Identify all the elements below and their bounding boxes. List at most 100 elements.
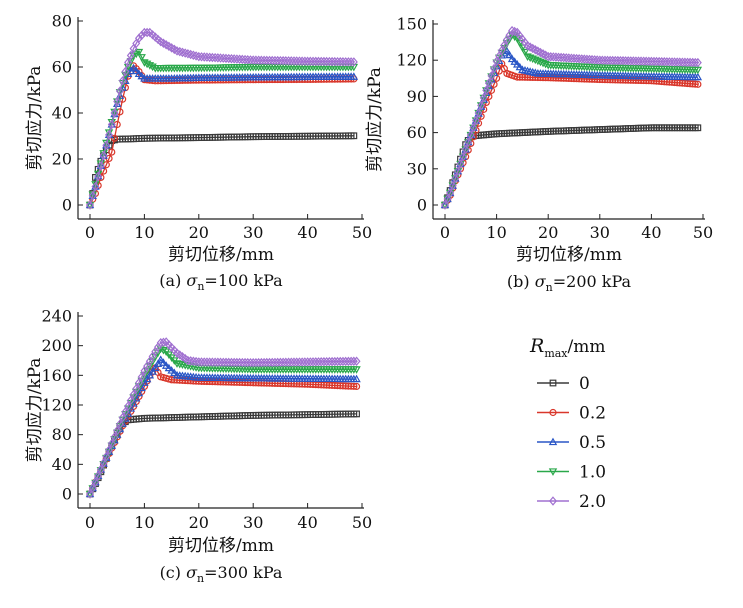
data-point	[680, 57, 689, 68]
data-point	[520, 48, 530, 57]
data-point	[352, 366, 361, 374]
data-point	[655, 56, 664, 67]
caption-prefix: (a)	[159, 271, 186, 290]
data-point	[443, 194, 452, 204]
data-point	[688, 57, 697, 68]
y-tick-label: 120	[396, 51, 427, 70]
data-point	[241, 357, 250, 368]
data-point	[311, 56, 320, 67]
data-point	[508, 25, 517, 36]
data-point	[110, 134, 119, 142]
chart-panel-1: 0 10 20 30 40 50 0 20 40 60 80 剪切位移/mm 剪切应力/kPa (a) σ…	[25, 12, 372, 294]
data-point	[192, 356, 201, 367]
data-point	[113, 425, 122, 436]
data-point	[585, 54, 594, 65]
data-point	[349, 356, 358, 367]
data-point	[675, 57, 684, 67]
data-point	[292, 357, 301, 367]
data-point	[541, 60, 550, 69]
data-point	[262, 357, 271, 368]
y-tick-label: 40	[52, 455, 72, 474]
data-point	[557, 52, 566, 63]
data-point	[317, 56, 326, 67]
data-point	[446, 188, 455, 198]
legend-label: 0.2	[579, 404, 606, 424]
x-axis-label: 剪切位移/mm	[168, 245, 274, 265]
data-point	[629, 56, 638, 66]
data-point	[238, 54, 247, 65]
data-point	[145, 362, 155, 371]
data-point	[525, 54, 535, 63]
data-point	[91, 182, 100, 190]
data-point	[333, 56, 342, 67]
data-point	[317, 357, 326, 367]
data-point	[151, 353, 160, 362]
y-tick-label: 0	[417, 196, 427, 215]
data-point	[338, 356, 347, 367]
data-point	[639, 56, 648, 66]
data-point	[505, 35, 514, 44]
data-point	[347, 356, 356, 367]
data-point	[254, 357, 263, 368]
data-point	[314, 357, 323, 367]
data-point	[479, 94, 488, 103]
legend-label: 0	[579, 374, 590, 394]
data-point	[227, 357, 236, 368]
data-point	[270, 357, 279, 368]
data-point	[178, 47, 187, 58]
series-0.2	[86, 364, 361, 498]
data-point	[96, 464, 105, 475]
series-2.0	[86, 337, 361, 499]
data-point	[232, 357, 241, 368]
y-tick-label: 60	[52, 58, 72, 77]
data-point	[99, 458, 108, 468]
data-point	[453, 166, 462, 176]
data-point	[448, 182, 457, 191]
legend-entry-2.0: 2.0	[537, 492, 606, 512]
data-point	[328, 356, 337, 367]
x-tick-label: 10	[134, 223, 154, 242]
data-point	[290, 56, 298, 66]
data-point	[507, 54, 517, 63]
data-point	[86, 200, 94, 210]
data-point	[91, 477, 100, 487]
data-point	[126, 50, 135, 61]
data-point	[287, 357, 296, 367]
x-axis-label: 剪切位移/mm	[516, 245, 622, 265]
data-point	[678, 57, 687, 67]
data-point	[595, 55, 604, 65]
data-point	[205, 357, 214, 367]
data-point	[124, 57, 133, 68]
data-point	[205, 52, 214, 63]
data-point	[121, 66, 130, 77]
data-point	[441, 200, 449, 210]
data-point	[352, 356, 361, 366]
data-point	[353, 410, 360, 418]
data-point	[134, 69, 144, 78]
x-tick-label: 0	[440, 223, 450, 242]
data-point	[159, 358, 168, 366]
series-line	[89, 413, 357, 495]
data-point	[142, 367, 152, 376]
data-point	[546, 52, 555, 62]
data-point	[126, 395, 135, 406]
data-point	[284, 56, 293, 66]
data-point	[624, 56, 633, 66]
data-point	[521, 73, 529, 81]
y-tick-label: 60	[407, 123, 427, 142]
data-point	[251, 55, 260, 65]
series-2.0	[441, 25, 702, 210]
x-tick-label: 40	[641, 223, 661, 242]
data-point	[683, 57, 692, 68]
data-point	[564, 53, 573, 63]
data-point	[681, 79, 689, 87]
x-tick-label: 20	[538, 223, 558, 242]
data-point	[279, 56, 288, 66]
data-point	[118, 412, 127, 423]
data-point	[145, 370, 155, 379]
data-point	[338, 57, 347, 67]
data-point	[691, 57, 700, 68]
data-point	[200, 357, 209, 367]
data-point	[590, 55, 599, 65]
